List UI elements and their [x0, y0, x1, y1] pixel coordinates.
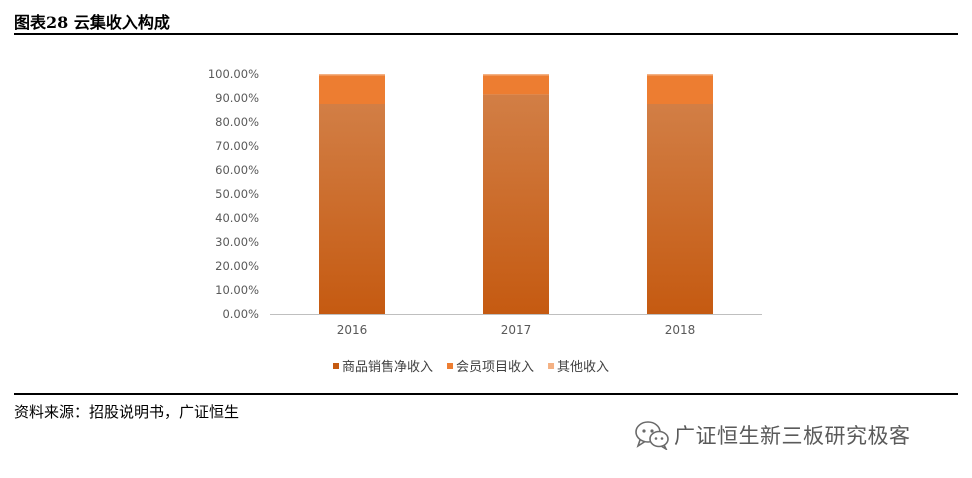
bar-segment — [483, 74, 549, 76]
y-tick-label: 20.00% — [215, 259, 259, 273]
bar-segment — [319, 75, 385, 104]
legend-label: 会员项目收入 — [456, 360, 534, 375]
legend-swatch — [333, 363, 339, 369]
bar-segment — [483, 94, 549, 315]
bar-segment — [319, 104, 385, 314]
bar-segment — [483, 75, 549, 95]
legend-swatch — [548, 363, 555, 369]
source-note: 资料来源：招股说明书，广证恒生 — [14, 403, 240, 421]
bar-segment — [647, 74, 713, 76]
bar-segment — [647, 104, 713, 314]
watermark: 广证恒生新三板研究极客 — [634, 420, 911, 450]
bottom-rule — [14, 393, 958, 395]
y-tick-label: 90.00% — [215, 91, 259, 105]
y-tick-label: 60.00% — [215, 163, 259, 177]
bar-segment — [319, 74, 385, 76]
legend-label: 商品销售净收入 — [342, 359, 433, 375]
legend-swatch — [447, 363, 454, 369]
y-tick-label: 0.00% — [222, 307, 259, 321]
x-tick-label: 2016 — [337, 323, 368, 337]
y-tick-label: 30.00% — [215, 235, 259, 249]
y-tick-label: 80.00% — [215, 115, 259, 129]
top-rule — [14, 33, 958, 35]
y-tick-label: 50.00% — [215, 187, 259, 201]
watermark-text: 广证恒生新三板研究极客 — [674, 424, 911, 448]
x-tick-label: 2018 — [665, 323, 696, 337]
x-tick-label: 2017 — [501, 323, 532, 337]
wechat-icon — [635, 421, 669, 450]
y-tick-label: 70.00% — [215, 139, 259, 153]
legend-label: 其他收入 — [557, 360, 609, 375]
bar-segment — [647, 75, 713, 104]
y-tick-label: 10.00% — [215, 283, 259, 297]
figure-title: 图表28 云集收入构成 — [14, 13, 170, 32]
y-tick-label: 100.00% — [208, 67, 259, 81]
y-tick-label: 40.00% — [215, 211, 259, 225]
